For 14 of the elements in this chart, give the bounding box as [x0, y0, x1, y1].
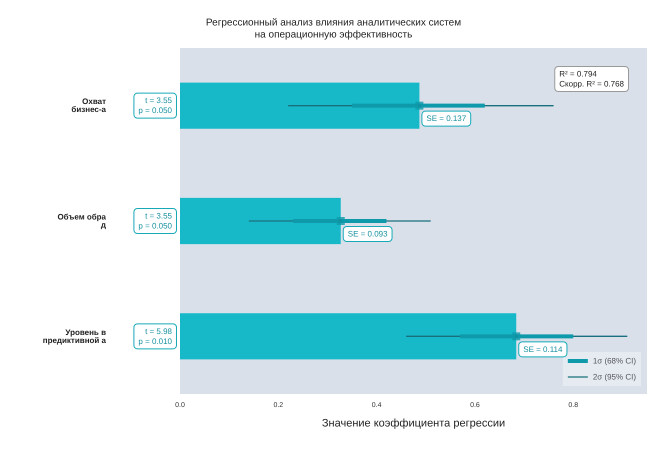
y-tick-label: Объем обра д — [57, 212, 107, 230]
y-tick-label: Уровень в предиктивной а — [42, 328, 107, 345]
x-axis-title: Значение коэффициента регрессии — [322, 418, 506, 430]
y-tick-label: Охват бизнес-а — [71, 97, 107, 114]
legend-label: 1σ (68% CI) — [592, 356, 636, 366]
chart-title: Регрессионный анализ влияния аналитических систем на операционную эффективность — [206, 18, 462, 40]
annotation: t = 5.98 p = 0.010 — [138, 326, 173, 346]
annotation: SE = 0.093 — [348, 230, 388, 238]
annotation: R² = 0.794 Скорр. R² = 0.768 — [559, 70, 625, 88]
legend-label: 2σ (95% CI) — [592, 372, 636, 382]
annotation: SE = 0.114 — [523, 344, 564, 354]
annotation: t = 3.55 p = 0.050 — [138, 96, 173, 116]
annotation: t = 3.55 p = 0.050 — [138, 212, 173, 230]
annotation: SE = 0.137 — [426, 114, 467, 124]
